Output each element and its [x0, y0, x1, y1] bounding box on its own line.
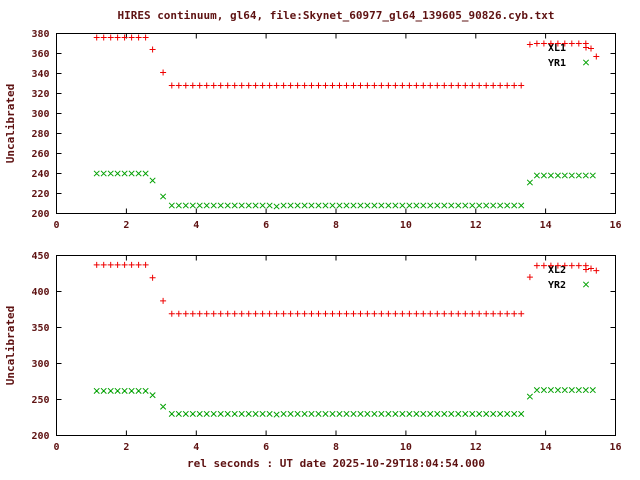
legend-marker-XL1: [583, 44, 589, 51]
series-XL1-points: [93, 34, 600, 89]
legend-label-XL2: XL2: [548, 265, 566, 276]
y-tick-label: 350: [31, 323, 49, 334]
y-tick-label: 300: [31, 359, 49, 370]
y-tick-label: 340: [31, 69, 49, 80]
legend-label-YR2: YR2: [548, 280, 566, 291]
axis-ticks: [56, 33, 616, 214]
legend-marker-XL2: [583, 266, 589, 273]
y-tick-label: 260: [31, 149, 49, 160]
legend-marker-YR1: [582, 59, 590, 66]
y-tick-label: 380: [31, 29, 49, 40]
x-tick-label: 0: [53, 442, 59, 453]
plot-title: HIRES continuum, gl64, file:Skynet_60977…: [117, 9, 555, 22]
y-tick-label: 240: [31, 169, 49, 180]
y-tick-label: 280: [31, 129, 49, 140]
x-tick-label: 14: [540, 220, 552, 231]
x-tick-label: 10: [400, 442, 412, 453]
x-tick-label: 0: [53, 220, 59, 231]
panel-1: 0 2 4 6 8 10 12 14 16 200 220 240 260 280 300 320 340 360…: [4, 29, 622, 231]
x-tick-label: 8: [333, 442, 339, 453]
x-tick-label: 16: [609, 442, 621, 453]
x-tick-label: 6: [263, 442, 269, 453]
x-tick-label: 12: [470, 220, 482, 231]
x-tick-label: 2: [123, 442, 129, 453]
axis-ticks: [56, 255, 616, 436]
y-tick-label: 300: [31, 109, 49, 120]
y-tick-label: 400: [31, 287, 49, 298]
y-tick-label: 200: [31, 209, 49, 220]
series-XL2-points: [93, 261, 600, 317]
y-axis-label: Uncalibrated: [4, 306, 17, 385]
series-YR1-points: [93, 170, 596, 210]
legend-label-YR1: YR1: [548, 58, 566, 69]
x-tick-label: 6: [263, 220, 269, 231]
y-tick-label: 360: [31, 49, 49, 60]
y-tick-label: 200: [31, 431, 49, 442]
x-tick-label: 16: [609, 220, 621, 231]
x-tick-label: 10: [400, 220, 412, 231]
plot-border: [56, 33, 616, 214]
y-axis-label: Uncalibrated: [4, 84, 17, 163]
legend-marker-YR2: [582, 281, 590, 288]
x-tick-label: 14: [540, 442, 552, 453]
x-tick-label: 8: [333, 220, 339, 231]
x-tick-label: 2: [123, 220, 129, 231]
y-tick-label: 320: [31, 89, 49, 100]
legend-label-XL1: XL1: [548, 43, 566, 54]
plot-border: [56, 255, 616, 436]
panel-2: 0 2 4 6 8 10 12 14 16 200 250 300 350 400 450 Uncalibra…: [4, 251, 622, 453]
x-tick-label: 12: [470, 442, 482, 453]
y-tick-label: 250: [31, 395, 49, 406]
series-YR2-points: [93, 387, 596, 418]
x-axis-title: rel seconds : UT date 2025-10-29T18:04:5…: [186, 457, 485, 470]
y-tick-label: 450: [31, 251, 49, 262]
y-tick-label: 220: [31, 189, 49, 200]
x-tick-label: 4: [193, 442, 199, 453]
x-tick-label: 4: [193, 220, 199, 231]
